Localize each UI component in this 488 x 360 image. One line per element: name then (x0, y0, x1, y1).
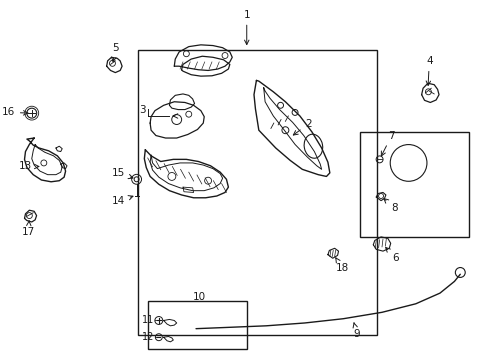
Text: 1: 1 (243, 10, 249, 45)
Text: 9: 9 (352, 323, 360, 339)
Text: 13: 13 (19, 162, 39, 171)
Text: 11: 11 (142, 315, 154, 325)
Text: 5: 5 (111, 43, 119, 62)
Text: 4: 4 (425, 56, 432, 85)
Text: 14: 14 (112, 195, 133, 206)
Text: 18: 18 (335, 258, 348, 273)
Bar (147, 301, 246, 349)
Bar (360, 132, 468, 237)
Text: 16: 16 (1, 107, 28, 117)
Bar (138, 50, 376, 335)
Text: 6: 6 (385, 247, 398, 262)
Text: 10: 10 (192, 292, 205, 302)
Text: 15: 15 (112, 168, 133, 179)
Text: 8: 8 (383, 199, 397, 213)
Text: 17: 17 (21, 221, 35, 237)
Text: 3: 3 (139, 104, 146, 114)
Text: 7: 7 (381, 131, 394, 156)
Text: 2: 2 (293, 119, 311, 135)
Text: 12: 12 (142, 332, 154, 342)
